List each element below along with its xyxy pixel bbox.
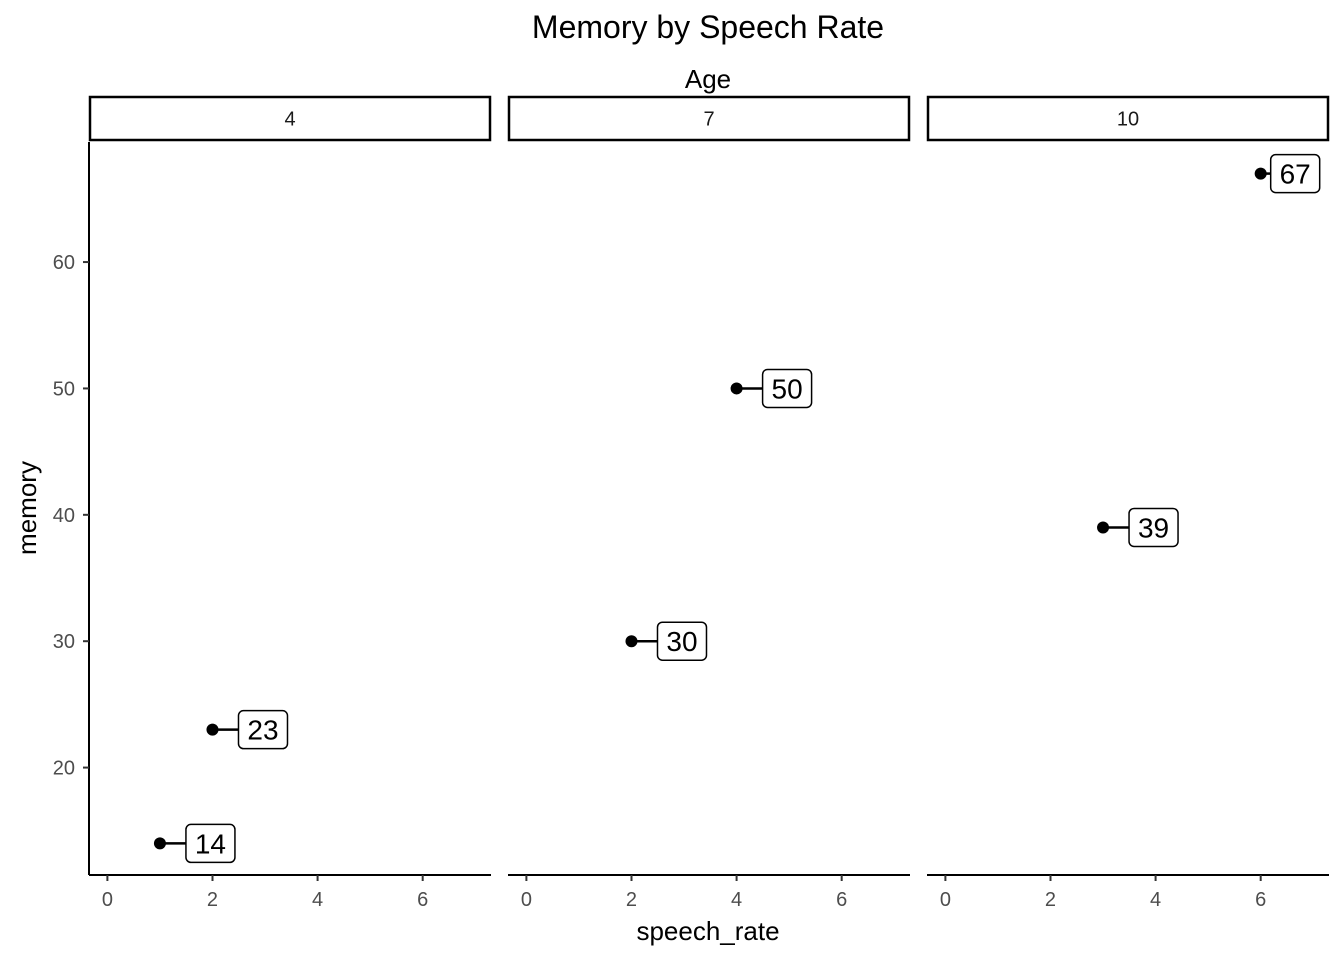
data-label: 50 [772, 373, 803, 404]
data-label-box [237, 709, 289, 750]
x-tick-label: 2 [626, 889, 637, 911]
data-label-box [656, 621, 708, 661]
x-tick-label: 4 [312, 889, 323, 911]
data-label: 39 [1138, 512, 1169, 543]
facet-strip [507, 95, 911, 142]
x-tick-label: 2 [1045, 889, 1056, 911]
y-tick-label: 50 [53, 378, 75, 400]
x-tick-label: 4 [731, 889, 742, 911]
x-tick-label: 4 [1150, 889, 1161, 911]
facet-strip-label: 7 [703, 109, 714, 131]
chart-title: Memory by Speech Rate [532, 9, 884, 45]
x-tick-label: 6 [836, 889, 847, 911]
y-tick-label: 20 [53, 758, 75, 780]
data-label: 23 [247, 715, 278, 746]
data-label: 14 [195, 828, 226, 859]
facet-strip-label: 10 [1117, 109, 1139, 131]
data-point [1254, 167, 1267, 180]
data-point [1097, 521, 1110, 534]
data-point [625, 635, 638, 648]
x-tick-label: 2 [207, 889, 218, 911]
facet-strip [926, 95, 1330, 142]
data-point [730, 382, 743, 395]
data-point [153, 837, 166, 850]
x-tick-label: 0 [102, 889, 113, 911]
facet-strip [88, 95, 492, 142]
y-tick-label: 60 [53, 252, 75, 274]
y-tick-label: 30 [53, 631, 75, 653]
x-tick-label: 6 [417, 889, 428, 911]
data-label-box [185, 823, 236, 864]
data-label-box [761, 368, 813, 409]
x-tick-label: 0 [940, 889, 951, 911]
data-label: 30 [666, 626, 697, 657]
facet-title: Age [685, 64, 731, 94]
x-tick-label: 6 [1255, 889, 1266, 911]
data-label-box [1128, 507, 1179, 548]
x-tick-label: 0 [521, 889, 532, 911]
data-label-box [1269, 153, 1321, 194]
facet-strip-label: 4 [284, 109, 295, 131]
y-tick-label: 40 [53, 505, 75, 527]
data-point [206, 723, 219, 736]
y-axis-label: memory [12, 461, 42, 555]
x-axis-label: speech_rate [636, 916, 779, 946]
data-label: 67 [1280, 159, 1311, 190]
